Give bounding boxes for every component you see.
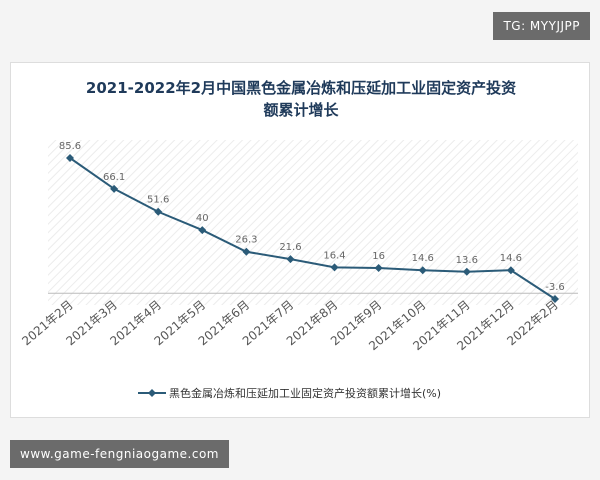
plot-background <box>48 140 578 305</box>
marker <box>330 263 339 272</box>
legend-label: 黑色金属冶炼和压延加工业固定资产投资额累计增长(%) <box>169 386 441 400</box>
watermark: TG: MYYJJPP <box>493 12 590 40</box>
value-label: 21.6 <box>279 242 301 253</box>
marker <box>506 266 515 275</box>
marker <box>242 247 251 256</box>
value-label: 85.6 <box>59 141 81 152</box>
value-label: 13.6 <box>456 255 478 266</box>
chart-title: 2021-2022年2月中国黑色金属冶炼和压延加工业固定资产投资额累计增长 <box>85 79 517 119</box>
value-label: -3.6 <box>545 282 565 293</box>
marker <box>198 226 207 235</box>
marker <box>551 295 559 303</box>
value-label: 16 <box>372 251 385 262</box>
watermark: www.game-fengniaogame.com <box>10 440 229 468</box>
value-label: 26.3 <box>235 235 257 246</box>
marker <box>418 266 427 275</box>
legend-marker <box>148 389 156 397</box>
value-label: 66.1 <box>103 172 125 183</box>
marker <box>462 267 471 276</box>
value-label: 40 <box>196 213 209 224</box>
value-label: 14.6 <box>412 253 434 264</box>
value-label: 51.6 <box>147 195 169 206</box>
value-label: 14.6 <box>500 253 522 264</box>
marker <box>286 255 295 264</box>
marker <box>374 264 383 273</box>
marker <box>66 154 74 162</box>
marker <box>110 184 119 193</box>
marker <box>154 207 163 216</box>
line <box>69 157 556 300</box>
value-label: 16.4 <box>323 250 345 261</box>
